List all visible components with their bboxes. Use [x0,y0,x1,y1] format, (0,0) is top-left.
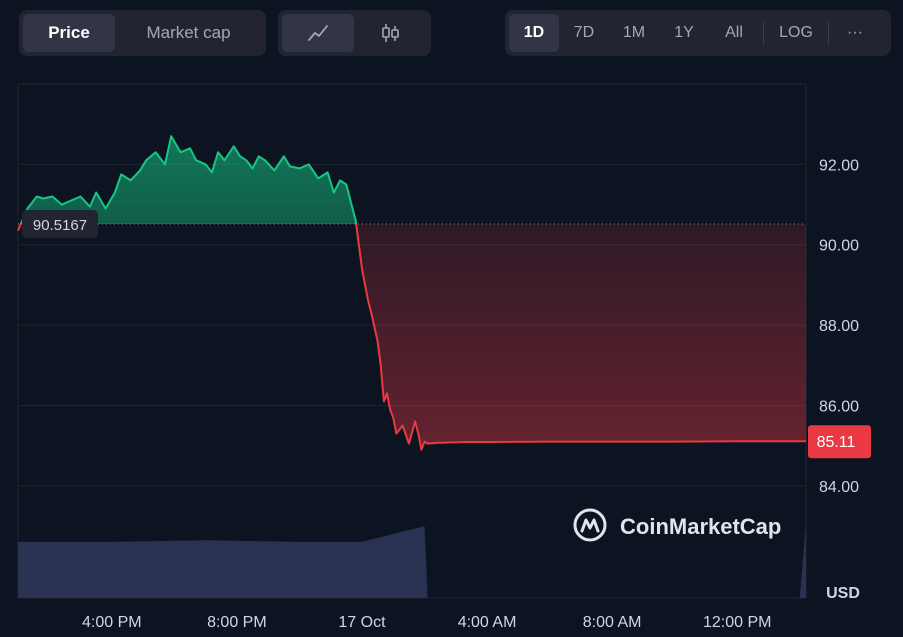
range-1d[interactable]: 1D [509,14,559,52]
y-tick-label: 88.00 [819,318,859,335]
time-range-group: 1D 7D 1M 1Y All LOG ··· [505,10,891,56]
x-axis: 4:00 PM 8:00 PM 17 Oct 4:00 AM 8:00 AM 12:00 … [82,614,771,631]
candlestick-icon [379,22,401,44]
y-tick-label: 90.00 [819,238,859,255]
price-area-up [18,136,806,224]
tab-price[interactable]: Price [23,14,115,52]
range-1m[interactable]: 1M [622,24,646,41]
svg-text:90.5167: 90.5167 [33,217,87,234]
x-tick-label: 4:00 PM [82,614,142,631]
range-all[interactable]: All [725,24,743,41]
line-chart-button[interactable] [282,14,354,52]
y-tick-label: 84.00 [819,479,859,496]
coinmarketcap-logo-icon [573,508,607,542]
x-tick-label: 4:00 AM [458,614,517,631]
candlestick-button[interactable] [354,14,426,52]
price-line-down [17,223,806,451]
price-area-down [18,223,806,450]
svg-text:85.11: 85.11 [817,434,856,451]
chart-type-group [278,10,431,56]
y-tick-label: 86.00 [819,398,859,415]
line-chart-icon [307,23,329,43]
more-options-button[interactable]: ··· [847,24,863,41]
x-tick-label: 12:00 PM [703,614,771,631]
price-line [17,135,806,451]
range-1y[interactable]: 1Y [674,24,694,41]
price-area [18,136,806,450]
volume-area [18,523,806,598]
watermark: CoinMarketCap [573,508,781,542]
x-tick-label: 8:00 AM [583,614,642,631]
baseline-label: 90.5167 [22,209,98,238]
y-tick-label: 92.00 [819,157,859,174]
toolbar-divider [763,21,764,45]
tab-market-cap[interactable]: Market cap [146,23,231,42]
x-tick-label: 8:00 PM [207,614,267,631]
toolbar-divider [828,21,829,45]
currency-label: USD [826,585,860,602]
range-7d[interactable]: 7D [573,24,595,41]
price-line-up [19,135,358,224]
x-tick-label: 17 Oct [338,614,386,631]
metric-tab-group: Price Market cap [19,10,266,56]
volume-shape [18,523,806,598]
log-scale-button[interactable]: LOG [779,24,813,41]
svg-text:CoinMarketCap: CoinMarketCap [620,514,781,539]
last-price-label: 85.11 [808,425,871,459]
y-axis: 92.00 90.00 88.00 86.00 84.00 [819,157,859,495]
